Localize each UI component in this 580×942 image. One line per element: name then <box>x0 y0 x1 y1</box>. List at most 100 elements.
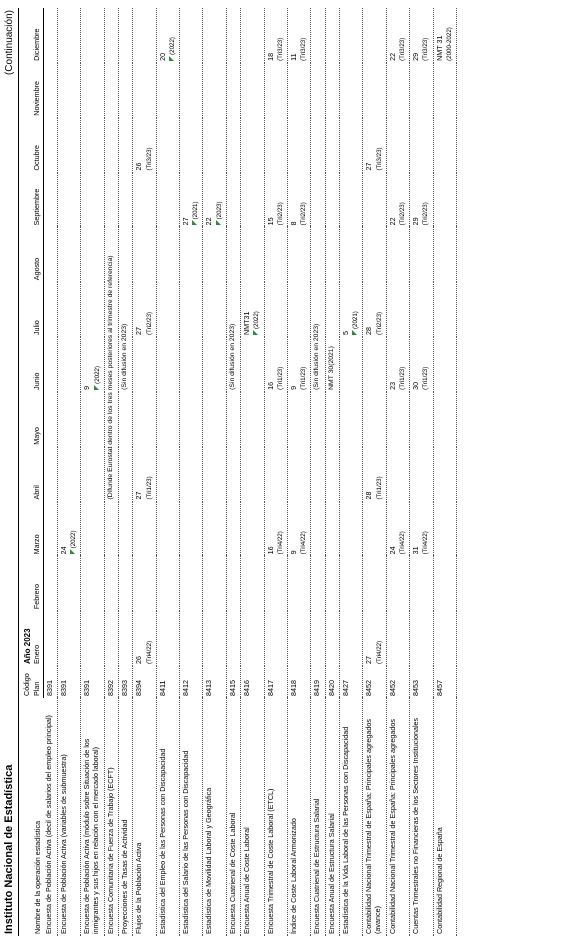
month-cell: 27 (Tri3/23) <box>362 117 387 173</box>
table-row: Estadística del Empleo de las Personas c… <box>156 8 180 936</box>
release-day: 8 <box>288 221 298 226</box>
table-row: Estadística de la Vida Laboral de las Pe… <box>339 8 363 936</box>
month-cell <box>433 62 457 118</box>
release-calendar-table: Nombre de la operación estadística Códig… <box>22 8 457 936</box>
month-cell: 29 (Tri3/23) <box>409 8 434 63</box>
month-cell <box>43 501 58 557</box>
table-row: Estadística de Movilidad Laboral y Geogr… <box>202 8 227 936</box>
month-cell <box>202 501 227 557</box>
month-header: Abril <box>32 446 44 502</box>
reference-period-text: (Tri4/22) <box>300 531 308 555</box>
month-cell <box>226 501 241 557</box>
month-cell <box>156 117 180 173</box>
month-cell <box>202 117 227 173</box>
month-cell: 26 (Tri4/22) <box>132 611 157 666</box>
reference-period-text: (Tri1/23) <box>422 366 430 390</box>
month-cell <box>310 391 326 447</box>
month-cell: 15 (Tri2/23) <box>264 172 288 228</box>
reference-period-text: (Tri3/23) <box>399 37 406 61</box>
month-cell <box>80 611 105 666</box>
month-cell <box>240 117 265 173</box>
month-header: Junio <box>32 337 44 392</box>
table-row: Proyecciones de Tasas de Actividad 8393 (S… <box>118 8 133 936</box>
release-day: 27 <box>134 491 144 500</box>
month-cell <box>362 391 387 447</box>
month-cell <box>386 611 410 666</box>
release-day: 22 <box>204 217 214 226</box>
month-cell: 26 (Tri3/23) <box>132 117 157 173</box>
operation-name: Encuesta de Población Activa (módulo sob… <box>80 698 105 936</box>
month-cell <box>156 611 180 666</box>
table-row: Índice de Coste Laboral Armonizado 8418 9(… <box>287 8 311 936</box>
release-day: 16 <box>265 381 275 390</box>
reference-period: (Tri4/22) <box>422 504 429 554</box>
month-cell: 30 (Tri1/23) <box>409 337 434 392</box>
month-cell <box>240 62 265 118</box>
plan-code: 8416 <box>240 666 265 698</box>
month-header: Julio <box>32 282 44 338</box>
reference-period-text: (2022) <box>93 365 101 384</box>
month-cell <box>57 391 81 447</box>
org-title: Instituto Nacional de Estadística <box>3 764 15 934</box>
month-cell <box>43 227 58 283</box>
release-day: 23 <box>387 381 397 390</box>
reference-period-text: (Tri1/23) <box>276 366 284 390</box>
reference-period-text: (Tri4/22) <box>375 640 383 664</box>
reference-period: (Tri3/23) <box>422 10 429 61</box>
month-cell <box>433 227 457 283</box>
month-header: Diciembre <box>32 8 44 63</box>
reference-period: (Tri4/22) <box>276 504 284 555</box>
month-cell <box>104 611 119 666</box>
table-row: Encuesta Comunitaria de Fuerza de Trabaj… <box>104 8 119 936</box>
reference-period: (2022) <box>168 10 176 61</box>
month-cell <box>362 172 387 228</box>
month-cell <box>287 556 311 612</box>
month-cell <box>57 62 81 118</box>
plan-code: 8391 <box>43 666 58 698</box>
reference-period-text: (Tri1/23) <box>399 366 406 390</box>
month-cell <box>57 227 81 283</box>
operation-name: Proyecciones de Tasas de Actividad <box>118 698 133 936</box>
column-header-code: Código <box>22 673 31 696</box>
month-cell <box>409 282 434 338</box>
month-cell <box>43 556 58 612</box>
reference-period-text: (Tri2/23) <box>300 202 308 226</box>
table-row: Contabilidad Nacional Trimestral de Espa… <box>386 8 410 936</box>
month-cell <box>409 446 434 502</box>
month-cell <box>362 501 387 557</box>
reference-period-text: (2022) <box>70 530 78 549</box>
reference-period-text: (2021) <box>352 311 360 330</box>
release-note: (Sin difusión en 2023) <box>118 282 133 392</box>
new-release-flag-icon <box>215 220 221 226</box>
month-cell <box>118 501 133 557</box>
release-day: 27 <box>364 656 374 664</box>
month-cell <box>287 391 311 447</box>
release-day: 27 <box>181 217 191 226</box>
month-cell <box>409 611 434 666</box>
month-cell <box>310 556 326 612</box>
month-cell <box>362 8 387 63</box>
new-release-flag-icon <box>352 330 358 336</box>
reference-period-text: (Tri4/22) <box>145 640 153 664</box>
new-release-flag-icon <box>93 384 99 390</box>
month-cell <box>80 501 105 557</box>
release-day: 26 <box>134 656 144 664</box>
plan-code: 8391 <box>80 666 105 698</box>
release-day: 28 <box>364 491 374 500</box>
month-cell <box>57 446 81 502</box>
month-cell <box>339 62 363 118</box>
month-cell <box>409 227 434 283</box>
reference-period-text: (Tri4/22) <box>276 531 284 555</box>
month-cell <box>179 62 203 118</box>
operation-name: Flujos de la Población Activa <box>132 698 157 936</box>
reference-period: (Tri1/23) <box>277 339 284 390</box>
month-cell <box>325 62 340 118</box>
month-cell <box>104 62 119 118</box>
reference-period-text: (Tri2/23) <box>399 202 406 226</box>
reference-period-text: (Tri3/23) <box>276 37 284 61</box>
release-note: (Difunde Eurostat dentro de los tres mes… <box>104 117 119 502</box>
month-cell <box>226 611 241 666</box>
month-cell <box>118 227 133 283</box>
reference-period-text: (Tri2/23) <box>375 311 383 336</box>
